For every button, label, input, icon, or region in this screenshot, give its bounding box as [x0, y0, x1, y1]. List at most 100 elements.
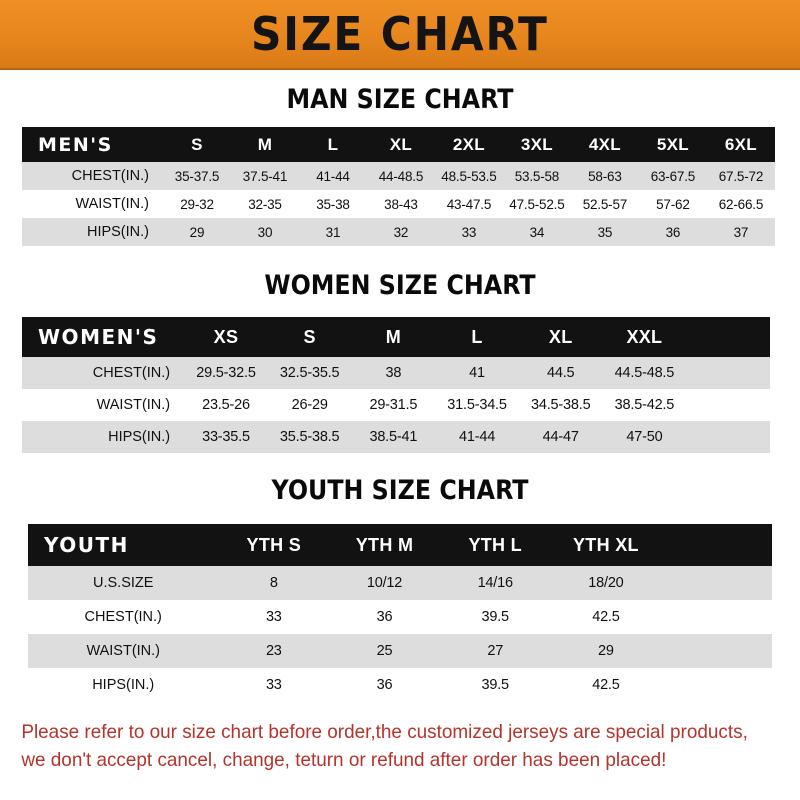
men-table-body: MEN'S S M L XL 2XL 3XL 4XL 5XL 6XL CHEST(IN.) 35-37…: [22, 127, 775, 246]
women-cell-2-5: 47-50: [602, 421, 687, 453]
page-title: SIZE CHART: [251, 7, 549, 61]
youth-table-body: YOUTH YTH S YTH M YTH L YTH XL U.S.SIZE 8 10/12…: [28, 524, 772, 702]
table-row: U.S.SIZE 8 10/12 14/16 18/20: [28, 566, 772, 600]
women-size-header-0: XS: [184, 317, 268, 357]
women-section-title: WOMEN SIZE CHART: [264, 270, 536, 301]
men-size-header-5: 3XL: [502, 127, 571, 162]
women-row-label-1: WAIST(IN.): [22, 389, 185, 421]
women-row-label-2: HIPS(IN.): [22, 421, 185, 453]
youth-cell-2-2: 27: [439, 634, 551, 668]
youth-cell-1-1: 36: [329, 600, 440, 634]
table-row: HIPS(IN.) 33 36 39.5 42.5: [28, 668, 772, 702]
men-corner-label: MEN'S: [22, 127, 163, 162]
women-cell-2-3: 41-44: [435, 421, 519, 453]
men-cell-0-6: 58-63: [570, 162, 639, 190]
men-cell-0-4: 48.5-53.5: [434, 162, 503, 190]
women-cell-1-4: 34.5-38.5: [518, 389, 603, 421]
men-cell-0-8: 67.5-72: [706, 162, 775, 190]
men-cell-2-2: 31: [298, 218, 367, 246]
women-table-body: WOMEN'S XS S M L XL XXL CHEST(IN.) 29.5-32.5 32.5…: [22, 317, 770, 453]
men-cell-0-3: 44-48.5: [366, 162, 435, 190]
women-cell-0-4: 44.5: [518, 357, 603, 389]
men-cell-2-5: 34: [502, 218, 571, 246]
women-cell-2-2: 38.5-41: [351, 421, 436, 453]
women-size-table: WOMEN'S XS S M L XL XXL CHEST(IN.) 29.5-32.5 32.5…: [22, 317, 770, 453]
youth-cell-0-4: [661, 566, 772, 600]
women-cell-0-1: 32.5-35.5: [267, 357, 352, 389]
youth-header-row: YOUTH YTH S YTH M YTH L YTH XL: [28, 524, 772, 566]
men-cell-2-8: 37: [706, 218, 775, 246]
youth-row-label-0: U.S.SIZE: [28, 566, 219, 600]
table-row: CHEST(IN.) 33 36 39.5 42.5: [28, 600, 772, 634]
women-cell-1-2: 29-31.5: [351, 389, 436, 421]
men-size-header-1: M: [230, 127, 299, 162]
youth-row-label-2: WAIST(IN.): [28, 634, 219, 668]
men-header-row: MEN'S S M L XL 2XL 3XL 4XL 5XL 6XL: [22, 127, 775, 162]
women-cell-0-2: 38: [351, 357, 436, 389]
women-cell-2-4: 44-47: [518, 421, 603, 453]
men-size-header-0: S: [163, 127, 231, 162]
women-size-header-4: XL: [518, 317, 603, 357]
men-row-label-0: CHEST(IN.): [22, 162, 163, 190]
women-section: WOMEN SIZE CHART WOMEN'S XS S M L XL XXL CHEST(…: [0, 270, 800, 453]
youth-cell-3-1: 36: [329, 668, 440, 702]
youth-section: YOUTH SIZE CHART YOUTH YTH S YTH M YTH L YTH…: [0, 475, 800, 702]
men-cell-1-5: 47.5-52.5: [502, 190, 571, 218]
men-cell-1-2: 35-38: [298, 190, 367, 218]
women-corner-label: WOMEN'S: [22, 317, 185, 357]
men-cell-0-2: 41-44: [298, 162, 367, 190]
youth-size-header-2: YTH L: [439, 524, 551, 566]
men-row-label-1: WAIST(IN.): [22, 190, 163, 218]
men-cell-2-0: 29: [163, 218, 231, 246]
men-cell-1-6: 52.5-57: [570, 190, 639, 218]
youth-section-title: YOUTH SIZE CHART: [271, 475, 529, 506]
men-cell-2-4: 33: [434, 218, 503, 246]
women-cell-1-1: 26-29: [267, 389, 352, 421]
table-row: WAIST(IN.) 29-32 32-35 35-38 38-43 43-47.5 47.…: [22, 190, 775, 218]
youth-cell-2-4: [661, 634, 772, 668]
women-row-label-0: CHEST(IN.): [22, 357, 185, 389]
table-row: HIPS(IN.) 33-35.5 35.5-38.5 38.5-41 41-44 44-…: [22, 421, 770, 453]
women-cell-2-1: 35.5-38.5: [267, 421, 352, 453]
men-size-header-7: 5XL: [638, 127, 707, 162]
table-row: WAIST(IN.) 23.5-26 26-29 29-31.5 31.5-34.5 34…: [22, 389, 770, 421]
youth-size-header-3: YTH XL: [550, 524, 662, 566]
youth-cell-2-0: 23: [218, 634, 330, 668]
men-cell-2-3: 32: [366, 218, 435, 246]
women-size-header-2: M: [351, 317, 436, 357]
men-size-header-8: 6XL: [706, 127, 775, 162]
women-size-header-1: S: [267, 317, 352, 357]
women-cell-2-0: 33-35.5: [184, 421, 268, 453]
men-cell-0-1: 37.5-41: [230, 162, 299, 190]
men-row-label-2: HIPS(IN.): [22, 218, 163, 246]
footer-line-2: we don't accept cancel, change, teturn o…: [21, 749, 667, 772]
youth-corner-label: YOUTH: [28, 524, 219, 566]
women-cell-0-0: 29.5-32.5: [184, 357, 268, 389]
women-size-header-3: L: [435, 317, 519, 357]
footer-line-1: Please refer to our size chart before or…: [21, 721, 748, 743]
women-cell-0-3: 41: [435, 357, 519, 389]
men-size-header-2: L: [298, 127, 367, 162]
youth-size-header-0: YTH S: [218, 524, 330, 566]
men-section-title: MAN SIZE CHART: [286, 84, 514, 115]
youth-cell-3-3: 42.5: [550, 668, 662, 702]
men-cell-2-6: 35: [570, 218, 639, 246]
youth-cell-0-2: 14/16: [439, 566, 551, 600]
men-cell-1-8: 62-66.5: [706, 190, 775, 218]
men-cell-1-3: 38-43: [366, 190, 435, 218]
women-cell-1-3: 31.5-34.5: [435, 389, 519, 421]
youth-cell-3-0: 33: [218, 668, 330, 702]
footer-disclaimer: Please refer to our size chart before or…: [0, 718, 776, 775]
women-cell-0-5: 44.5-48.5: [602, 357, 687, 389]
youth-cell-1-2: 39.5: [439, 600, 551, 634]
table-row: WAIST(IN.) 23 25 27 29: [28, 634, 772, 668]
youth-size-header-1: YTH M: [329, 524, 440, 566]
men-cell-1-0: 29-32: [163, 190, 231, 218]
men-cell-0-7: 63-67.5: [638, 162, 707, 190]
youth-cell-1-0: 33: [218, 600, 330, 634]
men-cell-2-1: 30: [230, 218, 299, 246]
women-header-row: WOMEN'S XS S M L XL XXL: [22, 317, 770, 357]
men-cell-0-5: 53.5-58: [502, 162, 571, 190]
youth-cell-0-0: 8: [218, 566, 330, 600]
youth-cell-0-3: 18/20: [550, 566, 662, 600]
